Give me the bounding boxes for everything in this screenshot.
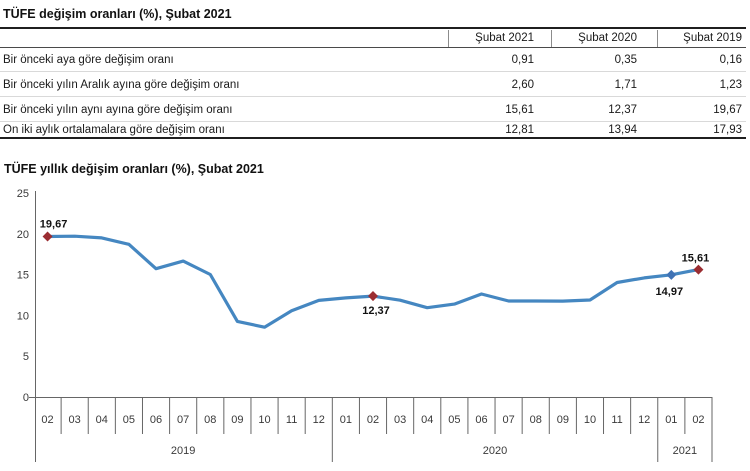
month-label: 11	[286, 414, 297, 426]
y-tick-label: 20	[17, 229, 29, 241]
month-label: 05	[123, 414, 135, 426]
row-value: 12,81	[505, 123, 534, 136]
month-label: 08	[204, 414, 216, 426]
point-marker	[42, 231, 53, 242]
y-tick-label: 10	[17, 310, 29, 322]
month-label: 10	[258, 414, 270, 426]
point-marker	[666, 269, 677, 280]
row-label: On iki aylık ortalamalara göre değişim o…	[3, 123, 225, 136]
month-label: 12	[313, 414, 325, 426]
month-label: 06	[150, 414, 162, 426]
row-value: 2,60	[511, 78, 534, 91]
title-rule	[0, 27, 746, 29]
point-marker	[693, 264, 704, 275]
row-value: 13,94	[608, 123, 637, 136]
row-value: 12,37	[608, 103, 637, 116]
y-tick-label: 0	[23, 392, 29, 404]
row-value: 0,35	[614, 54, 637, 66]
row-separator	[0, 96, 746, 97]
month-label: 01	[340, 414, 352, 426]
point-label: 12,37	[362, 305, 390, 317]
year-label: 2021	[673, 445, 697, 457]
row-value: 0,16	[719, 54, 742, 66]
table-title: TÜFE değişim oranları (%), Şubat 2021	[3, 7, 232, 21]
month-label: 02	[692, 414, 704, 426]
table-row: Bir önceki yılın Aralık ayına göre değiş…	[0, 72, 746, 97]
header-divider	[551, 30, 552, 47]
month-label: 02	[41, 414, 53, 426]
month-label: 02	[367, 414, 379, 426]
row-value: 1,23	[719, 78, 742, 91]
row-label: Bir önceki yılın Aralık ayına göre değiş…	[3, 78, 240, 91]
row-value: 15,61	[505, 103, 534, 116]
column-header-subat-2019: Şubat 2019	[683, 32, 742, 44]
row-separator	[0, 71, 746, 72]
row-label: Bir önceki aya göre değişim oranı	[3, 54, 174, 66]
row-value: 1,71	[614, 78, 637, 91]
column-header-subat-2020: Şubat 2020	[578, 32, 637, 44]
month-label: 07	[177, 414, 189, 426]
table-row: Bir önceki aya göre değişim oranı 0,91 0…	[0, 48, 746, 72]
row-separator	[0, 121, 746, 122]
month-label: 08	[530, 414, 542, 426]
month-label: 03	[394, 414, 406, 426]
y-tick-label: 25	[17, 188, 29, 200]
point-marker	[367, 291, 379, 302]
column-header-subat-2021: Şubat 2021	[475, 32, 534, 44]
row-value: 17,93	[713, 123, 742, 136]
table-bottom-rule	[0, 137, 746, 139]
month-label: 11	[611, 414, 622, 426]
month-label: 03	[69, 414, 81, 426]
month-label: 10	[584, 414, 596, 426]
y-tick-label: 15	[17, 270, 29, 282]
point-label: 19,67	[40, 218, 68, 230]
month-label: 09	[557, 414, 569, 426]
row-value: 0,91	[511, 54, 534, 66]
table-row: Bir önceki yılın aynı ayına göre değişim…	[0, 97, 746, 122]
month-label: 12	[638, 414, 650, 426]
month-label: 09	[231, 414, 243, 426]
year-label: 2020	[483, 445, 507, 457]
month-label: 04	[421, 414, 433, 426]
header-divider	[657, 30, 658, 47]
month-label: 01	[665, 414, 677, 426]
table-row: On iki aylık ortalamalara göre değişim o…	[0, 122, 746, 137]
point-label: 15,61	[682, 253, 710, 265]
point-label: 14,97	[656, 286, 684, 298]
header-divider	[448, 30, 449, 47]
chart-title: TÜFE yıllık değişim oranları (%), Şubat …	[4, 162, 264, 176]
month-label: 07	[502, 414, 514, 426]
y-tick-label: 5	[23, 351, 29, 363]
row-value: 19,67	[713, 103, 742, 116]
year-label: 2019	[171, 445, 195, 457]
header-rule	[0, 47, 746, 48]
month-label: 06	[475, 414, 487, 426]
month-label: 04	[96, 414, 108, 426]
month-label: 05	[448, 414, 460, 426]
row-label: Bir önceki yılın aynı ayına göre değişim…	[3, 103, 233, 116]
